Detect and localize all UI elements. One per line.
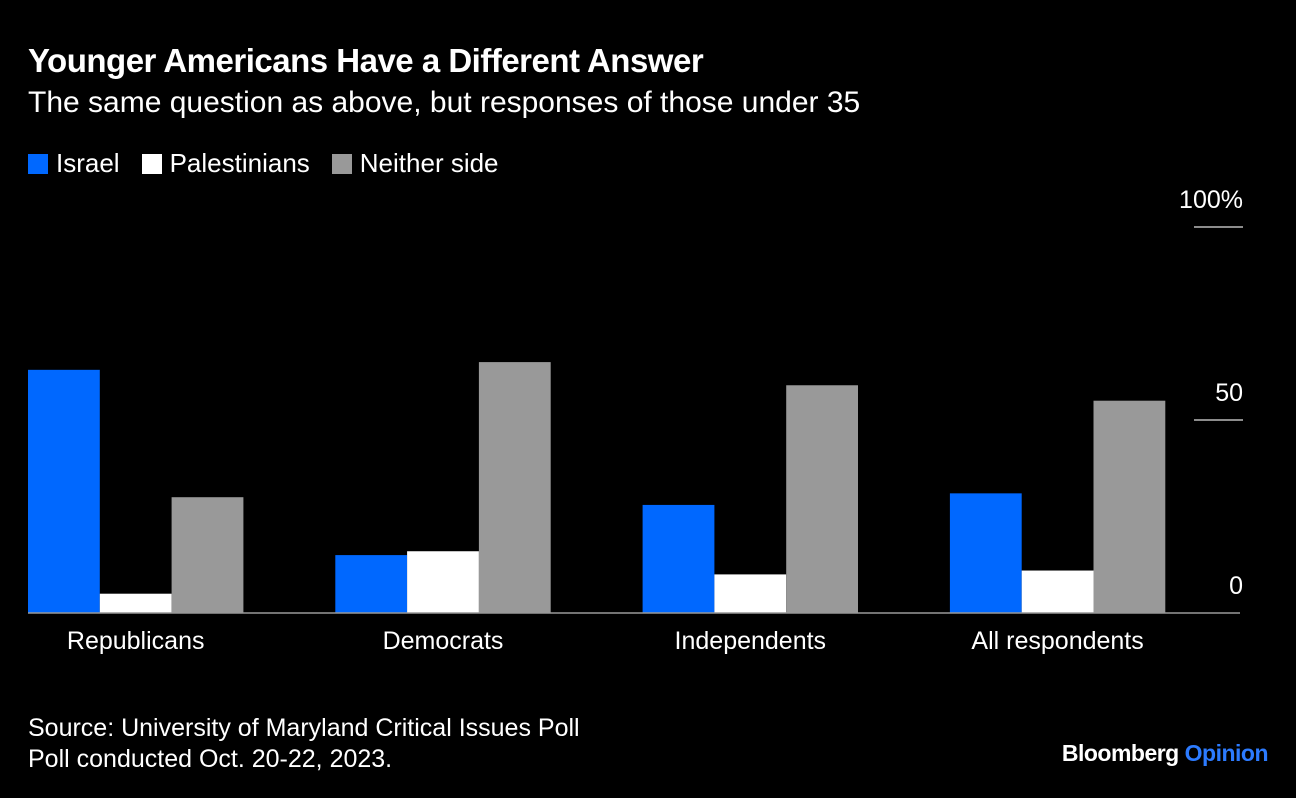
legend-item-israel: Israel [28,148,120,179]
y-tick-label: 0 [1229,572,1243,600]
bar-neither-side [171,497,244,613]
legend-label: Israel [56,148,120,178]
legend-swatch-israel [28,153,48,174]
brand-name: Bloomberg [1061,740,1179,766]
bar-palestinians [714,574,787,613]
chart-subtitle: The same question as above, but response… [28,86,861,119]
bloomberg-opinion-logo: Bloomberg Opinion [1061,740,1269,767]
bar-neither-side [786,385,858,613]
x-tick-label: Independents [675,627,827,655]
x-tick-label: Republicans [67,627,205,655]
legend-item-palestinians: Palestinians [141,148,310,179]
poll-date-note: Poll conducted Oct. 20-22, 2023. [28,745,393,773]
x-tick-label: Democrats [383,627,504,655]
legend-label: Neither side [359,148,499,178]
bar-palestinians [1021,570,1094,613]
y-tick-label: 50 [1215,379,1243,407]
legend-label: Palestinians [169,148,310,178]
bar-palestinians [99,593,172,613]
x-tick-label: All respondents [971,627,1143,655]
chart-title: Younger Americans Have a Different Answe… [28,42,704,79]
legend-swatch-palestinians [141,153,162,174]
bar-israel [642,504,715,613]
legend-swatch-neither [331,153,352,174]
source-note: Source: University of Maryland Critical … [28,714,580,742]
bar-palestinians [407,551,479,613]
bar-neither-side [478,362,551,613]
bar-israel [949,493,1022,613]
legend-item-neither: Neither side [331,148,499,179]
bar-israel [335,555,408,613]
bar-neither-side [1093,400,1166,613]
y-tick-label: 100% [1179,186,1243,214]
footer: Source: University of Maryland Critical … [28,713,580,775]
legend: Israel Palestinians Neither side [28,148,499,179]
bar-israel [28,369,100,613]
brand-section: Opinion [1184,740,1269,766]
